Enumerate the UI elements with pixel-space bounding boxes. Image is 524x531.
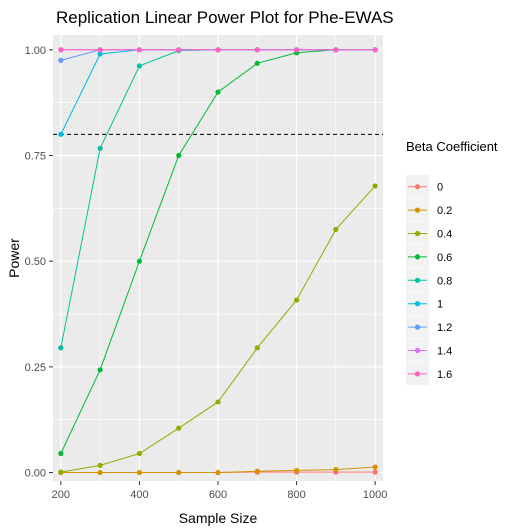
- legend-title: Beta Coefficient: [406, 139, 498, 154]
- data-point: [254, 468, 260, 474]
- data-point: [215, 89, 221, 95]
- legend-key-point: [414, 184, 421, 190]
- legend-item-0: 0: [406, 175, 443, 198]
- x-tick-label: 400: [130, 489, 148, 501]
- legend-key-point: [414, 324, 421, 330]
- legend-item-1.2: 1.2: [406, 315, 452, 339]
- legend-key-point: [414, 230, 421, 237]
- series-layer: [58, 47, 378, 476]
- legend-item-0.8: 0.8: [406, 268, 452, 292]
- data-point: [215, 47, 221, 53]
- data-point: [136, 47, 143, 53]
- legend-key-point: [414, 207, 421, 213]
- y-tick-label: 0.75: [25, 150, 46, 162]
- data-point: [372, 469, 378, 475]
- x-tick-label: 200: [52, 489, 70, 501]
- x-tick-label: 800: [287, 489, 305, 501]
- legend-item-1.6: 1.6: [406, 362, 452, 385]
- data-point: [176, 47, 182, 53]
- legend: Beta Coefficient 0 0.2 0.4 0.6 0.8 1 1.2 1.4 1.6: [406, 139, 498, 385]
- data-point: [293, 467, 300, 474]
- y-tick-label: 1.00: [25, 45, 46, 57]
- data-point: [97, 469, 103, 476]
- data-point: [254, 60, 260, 66]
- data-point: [293, 47, 300, 53]
- data-point: [136, 258, 143, 264]
- data-point: [176, 152, 182, 159]
- data-point: [293, 297, 300, 303]
- data-point: [58, 450, 64, 457]
- data-point: [176, 425, 182, 431]
- series-0.4: [58, 183, 378, 475]
- data-point: [58, 345, 64, 351]
- data-point: [372, 183, 378, 189]
- y-tick-label: 0.50: [25, 256, 46, 268]
- legend-key-point: [414, 301, 421, 307]
- axes: 200 400 600 800 1000 0.00 0.25 0.50 0.75 1.00: [25, 45, 388, 501]
- data-point: [215, 399, 221, 405]
- data-point: [58, 131, 64, 137]
- x-axis-title: Sample Size: [179, 510, 258, 526]
- legend-key-point: [414, 371, 421, 377]
- x-tick-label: 600: [209, 489, 227, 501]
- legend-label: 1: [437, 299, 443, 311]
- data-point: [254, 47, 260, 53]
- y-axis-title: Power: [6, 238, 22, 278]
- legend-item-0.6: 0.6: [406, 245, 452, 268]
- legend-label: 0.8: [437, 275, 452, 287]
- data-point: [58, 47, 64, 53]
- data-point: [97, 145, 103, 151]
- legend-label: 0: [437, 182, 443, 194]
- data-point: [58, 57, 64, 63]
- data-point: [97, 367, 103, 373]
- legend-label: 1.4: [437, 346, 452, 358]
- data-point: [372, 47, 378, 53]
- legend-label: 0.2: [437, 205, 452, 217]
- y-tick-label: 0.25: [25, 362, 46, 374]
- data-point: [136, 63, 143, 69]
- legend-item-1: 1: [406, 292, 443, 315]
- legend-label: 0.4: [437, 229, 452, 241]
- legend-item-1.4: 1.4: [406, 338, 452, 362]
- data-point: [58, 469, 64, 475]
- data-point: [176, 469, 182, 476]
- legend-key-point: [414, 347, 421, 354]
- data-point: [97, 462, 103, 468]
- series-1.6: [58, 47, 378, 53]
- legend-key-point: [414, 254, 421, 260]
- legend-label: 1.2: [437, 322, 452, 334]
- data-point: [254, 345, 260, 351]
- chart-title: Replication Linear Power Plot for Phe-EW…: [56, 8, 394, 27]
- data-point: [372, 464, 378, 470]
- x-tick-label: 1000: [363, 489, 387, 501]
- data-point: [136, 450, 143, 457]
- data-point: [333, 226, 339, 233]
- data-point: [136, 469, 143, 476]
- data-point: [333, 466, 339, 473]
- data-point: [333, 47, 339, 53]
- y-tick-label: 0.00: [25, 468, 46, 480]
- legend-key-point: [414, 277, 421, 283]
- data-point: [97, 51, 103, 57]
- legend-item-0.2: 0.2: [406, 198, 452, 222]
- legend-item-0.4: 0.4: [406, 221, 452, 245]
- legend-label: 0.6: [437, 252, 452, 264]
- data-point: [215, 469, 221, 476]
- data-point: [97, 47, 103, 53]
- legend-label: 1.6: [437, 369, 452, 381]
